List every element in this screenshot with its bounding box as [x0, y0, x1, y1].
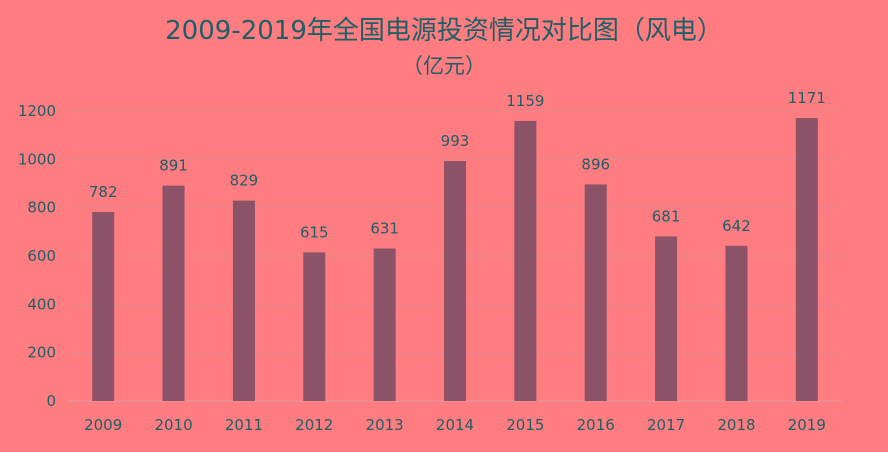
- bar-2014: [444, 161, 466, 401]
- x-tick-label-2014: 2014: [436, 416, 474, 434]
- y-tick-label: 1000: [18, 150, 56, 168]
- bar-2009: [92, 212, 115, 401]
- data-label-2016: 896: [581, 155, 610, 173]
- y-tick-label: 0: [46, 392, 56, 410]
- data-label-2011: 829: [230, 172, 259, 190]
- data-label-2009: 782: [89, 183, 118, 201]
- data-label-2012: 615: [300, 223, 329, 241]
- chart-title: 2009-2019年全国电源投资情况对比图（风电）: [165, 16, 723, 46]
- y-tick-label: 1200: [18, 102, 56, 120]
- data-labels: 782 891 829 615 631 993 1159 896 681 642 1171: [89, 89, 826, 241]
- x-tick-label-2012: 2012: [295, 416, 333, 434]
- bar-2013: [373, 248, 396, 401]
- bar-2015: [514, 120, 537, 402]
- bar-2018: [725, 245, 748, 401]
- y-tick-label: 600: [27, 247, 56, 265]
- y-axis: 0 200 400 600 800 1000 1200: [18, 102, 56, 410]
- x-tick-label-2013: 2013: [366, 416, 404, 434]
- bar-2012: [303, 252, 326, 401]
- x-tick-label-2018: 2018: [717, 416, 755, 434]
- data-label-2010: 891: [159, 157, 188, 175]
- y-tick-label: 200: [27, 344, 56, 362]
- x-tick-label-2017: 2017: [647, 416, 685, 434]
- data-label-2018: 642: [722, 217, 751, 235]
- bar-2017: [655, 236, 678, 401]
- x-tick-label-2009: 2009: [84, 416, 122, 434]
- bar-2011: [232, 200, 255, 401]
- bars: [92, 118, 818, 402]
- bar-2016: [584, 184, 607, 401]
- x-tick-label-2015: 2015: [506, 416, 544, 434]
- data-label-2017: 681: [652, 207, 681, 225]
- x-tick-label-2016: 2016: [577, 416, 615, 434]
- chart-subtitle: （亿元）: [402, 54, 486, 78]
- y-tick-label: 400: [27, 295, 56, 313]
- bar-2010: [162, 185, 185, 401]
- x-tick-label-2011: 2011: [225, 416, 263, 434]
- data-label-2015: 1159: [506, 92, 544, 110]
- x-axis: 2009 2010 2011 2012 2013 2014 2015 2016 2017 2018…: [84, 416, 826, 434]
- x-tick-label-2010: 2010: [154, 416, 192, 434]
- data-label-2019: 1171: [788, 89, 826, 107]
- y-tick-label: 800: [27, 199, 56, 217]
- data-label-2013: 631: [370, 220, 399, 238]
- bar-2019: [795, 118, 818, 401]
- x-tick-label-2019: 2019: [788, 416, 826, 434]
- data-label-2014: 993: [441, 132, 470, 150]
